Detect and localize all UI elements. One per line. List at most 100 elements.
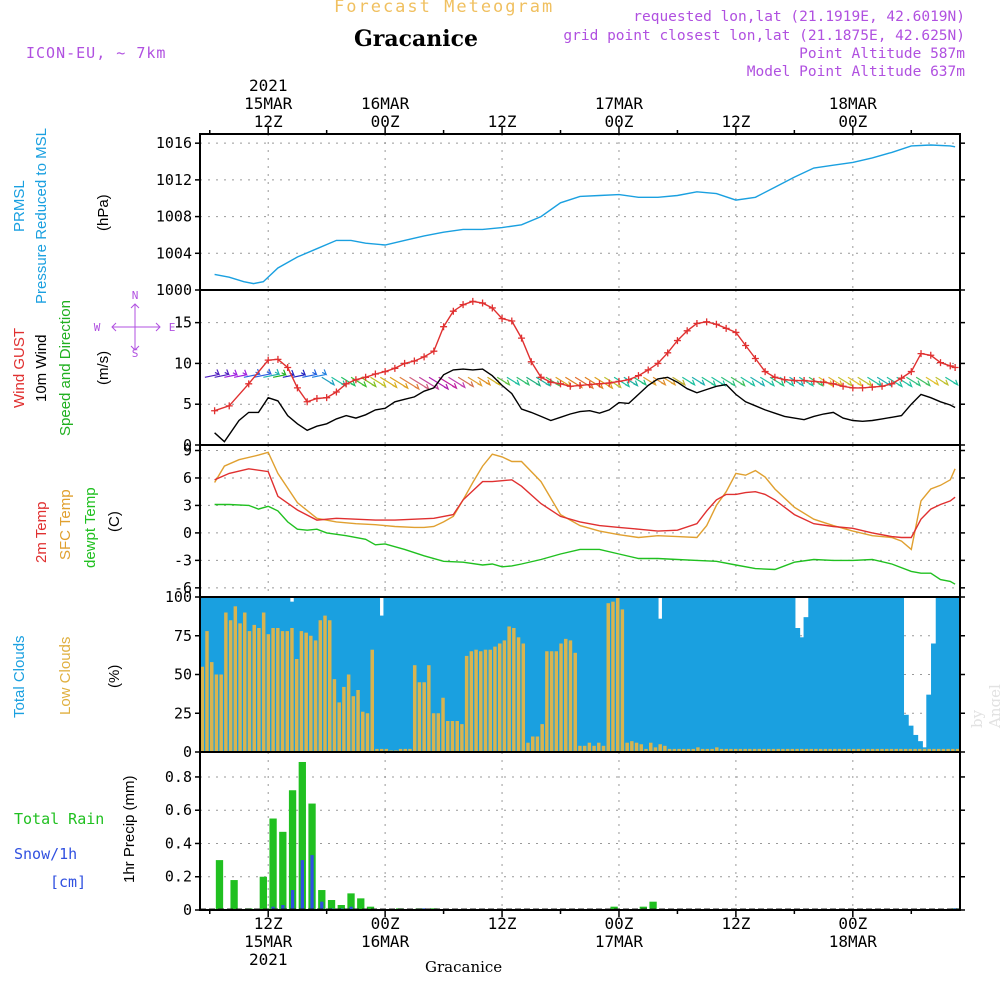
x-label-bottom: 00Z: [838, 914, 867, 933]
rain-bar: [215, 860, 224, 910]
snow-bar: [281, 905, 285, 910]
ylabel-wind: (m/s): [94, 350, 112, 385]
wind-arrow-head: [907, 381, 913, 388]
total-cloud-bar: [798, 637, 805, 752]
requested-coords: requested lon,lat (21.1919E, 42.6019N): [633, 9, 965, 25]
gust-marker: [605, 379, 613, 387]
y-tick-label: 0: [183, 436, 192, 454]
x-label-top: 12Z: [488, 112, 517, 131]
low-cloud-bar: [842, 748, 847, 752]
total-cloud-bar: [694, 597, 702, 752]
total-cloud-bar: [421, 597, 428, 752]
total-cloud-bar: [850, 597, 857, 752]
gust-marker: [859, 384, 867, 392]
total-cloud-bar: [883, 597, 890, 752]
low-cloud-bar: [814, 748, 818, 752]
gust-marker: [245, 380, 253, 388]
total-cloud-bar: [935, 597, 942, 752]
total-cloud-bar: [581, 597, 588, 752]
gust-marker: [693, 319, 701, 327]
low-cloud-bar: [526, 742, 530, 752]
total-cloud-bar: [600, 597, 607, 752]
gust-marker: [303, 398, 311, 406]
gust-marker: [951, 364, 959, 371]
low-cloud-bar: [615, 597, 620, 752]
low-cloud-bar: [620, 609, 625, 752]
low-cloud-bar: [568, 640, 573, 752]
low-cloud-bar: [941, 748, 946, 752]
gust-marker: [615, 377, 623, 385]
gust-marker: [498, 315, 506, 323]
total-cloud-bar: [685, 597, 692, 752]
total-cloud-bar: [458, 597, 466, 752]
total-cloud-bar: [860, 597, 867, 752]
wind-arrow-head: [769, 380, 776, 387]
gust-marker: [352, 376, 360, 384]
gust-marker: [362, 373, 370, 381]
total-cloud-bar: [449, 597, 456, 752]
grid-point-coords: grid point closest lon,lat (21.1875E, 42…: [563, 28, 965, 44]
label-dewpt-temp: dewpt Temp: [81, 486, 99, 568]
low-cloud-bar: [833, 748, 837, 752]
total-cloud-bar: [709, 597, 716, 752]
low-cloud-bar: [658, 744, 663, 752]
low-cloud-bar: [318, 620, 323, 752]
low-cloud-bar: [573, 652, 578, 752]
low-cloud-bar: [243, 612, 247, 752]
rain-bar: [288, 790, 297, 910]
low-cloud-bar: [257, 628, 261, 752]
low-cloud-bar: [781, 748, 785, 752]
wind-arrow-head: [255, 368, 261, 376]
low-cloud-bar: [663, 745, 667, 752]
x-label-bottom: 2021: [249, 950, 288, 969]
x-label-top: 00Z: [371, 112, 400, 131]
wind-arrow-head: [915, 380, 922, 387]
gust-marker: [644, 366, 652, 374]
gust-marker: [420, 353, 428, 361]
total-cloud-bar: [879, 597, 886, 752]
wind-arrow-head: [808, 380, 815, 387]
low-cloud-bar: [290, 628, 294, 752]
wind-arrow-head: [759, 380, 766, 387]
gust-marker: [712, 320, 720, 328]
low-cloud-bar: [323, 615, 327, 752]
low-cloud-bar: [408, 748, 412, 752]
gust-marker: [313, 395, 321, 402]
wind-arrow-head: [371, 381, 377, 388]
gust-marker: [946, 362, 954, 370]
wind-arrow-head: [281, 369, 287, 376]
low-cloud-bar: [540, 724, 545, 752]
y-tick-label: 9: [183, 441, 192, 459]
gust-marker: [264, 356, 272, 364]
wind-arrow-head: [711, 380, 717, 387]
gust-marker: [547, 378, 555, 386]
wind-arrow-head: [242, 369, 248, 376]
low-cloud-bar: [606, 603, 611, 752]
low-cloud-bar: [446, 721, 450, 752]
low-cloud-bar: [653, 747, 658, 752]
total-cloud-bar: [666, 597, 673, 752]
low-cloud-bar: [587, 742, 592, 752]
total-cloud-bar: [846, 597, 853, 752]
wind-arrow-head: [925, 380, 931, 387]
rain-bar: [298, 761, 306, 910]
total-cloud-bar: [661, 597, 668, 752]
panel-frame: [199, 133, 961, 291]
low-cloud-bar: [582, 745, 587, 752]
low-cloud-bar: [800, 748, 804, 752]
gust-marker: [820, 378, 828, 386]
low-cloud-bar: [214, 674, 219, 752]
x-label-top: 00Z: [838, 112, 867, 131]
low-cloud-bar: [512, 628, 516, 752]
wind-arrow-head: [690, 379, 696, 387]
wind-arrow-head: [661, 379, 667, 387]
total-cloud-bar: [756, 597, 763, 752]
point-altitude: Point Altitude 587m: [799, 46, 965, 62]
x-label-bottom: 16MAR: [361, 932, 410, 951]
x-label-top: 12Z: [254, 112, 283, 131]
gust-marker: [391, 364, 399, 372]
wind-arrow-head: [847, 380, 853, 387]
rain-bar: [639, 906, 647, 910]
y-tick-label: 1016: [156, 134, 192, 152]
